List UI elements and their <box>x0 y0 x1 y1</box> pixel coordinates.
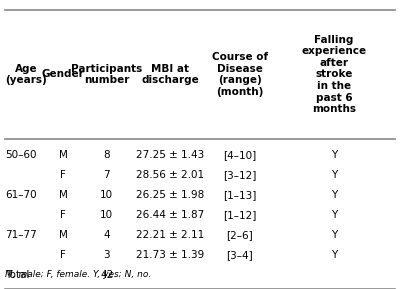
Text: Y: Y <box>331 210 337 220</box>
Text: Age
(years): Age (years) <box>5 64 47 85</box>
Text: [2–6]: [2–6] <box>226 230 253 240</box>
Text: 42: 42 <box>100 271 113 280</box>
Text: [1–12]: [1–12] <box>223 210 256 220</box>
Text: [4–10]: [4–10] <box>223 150 256 160</box>
Text: 21.73 ± 1.39: 21.73 ± 1.39 <box>136 250 204 260</box>
Text: Gender: Gender <box>42 69 84 79</box>
Text: 10: 10 <box>100 210 113 220</box>
Text: M: M <box>58 230 67 240</box>
Text: Y: Y <box>331 170 337 180</box>
Text: 50–60: 50–60 <box>5 150 37 160</box>
Text: Y: Y <box>331 250 337 260</box>
Text: Y: Y <box>331 190 337 200</box>
Text: Course of
Disease
(range)
(month): Course of Disease (range) (month) <box>212 52 268 97</box>
Text: 4: 4 <box>103 230 110 240</box>
Text: F: F <box>60 250 66 260</box>
Text: Y: Y <box>331 230 337 240</box>
Text: 8: 8 <box>103 150 110 160</box>
Text: MBI at
discharge: MBI at discharge <box>141 64 199 85</box>
Text: 10: 10 <box>100 190 113 200</box>
Text: M, male; F, female. Y, yes; N, no.: M, male; F, female. Y, yes; N, no. <box>5 270 152 279</box>
Text: 7: 7 <box>103 170 110 180</box>
Text: 22.21 ± 2.11: 22.21 ± 2.11 <box>136 230 204 240</box>
Text: [1–13]: [1–13] <box>223 190 256 200</box>
Text: [3–12]: [3–12] <box>223 170 256 180</box>
Text: 3: 3 <box>103 250 110 260</box>
Text: 28.56 ± 2.01: 28.56 ± 2.01 <box>136 170 204 180</box>
Text: 27.25 ± 1.43: 27.25 ± 1.43 <box>136 150 204 160</box>
Text: F: F <box>60 170 66 180</box>
Text: M: M <box>58 150 67 160</box>
Text: F: F <box>60 210 66 220</box>
Text: 61–70: 61–70 <box>5 190 37 200</box>
Text: M: M <box>58 190 67 200</box>
Text: [3–4]: [3–4] <box>226 250 253 260</box>
Text: 71–77: 71–77 <box>5 230 37 240</box>
Text: 26.44 ± 1.87: 26.44 ± 1.87 <box>136 210 204 220</box>
Text: Y: Y <box>331 150 337 160</box>
Text: Total: Total <box>5 271 30 280</box>
Text: Falling
experience
after
stroke
in the
past 6
months: Falling experience after stroke in the p… <box>302 35 367 114</box>
Text: Participants
number: Participants number <box>71 64 142 85</box>
Text: 26.25 ± 1.98: 26.25 ± 1.98 <box>136 190 204 200</box>
